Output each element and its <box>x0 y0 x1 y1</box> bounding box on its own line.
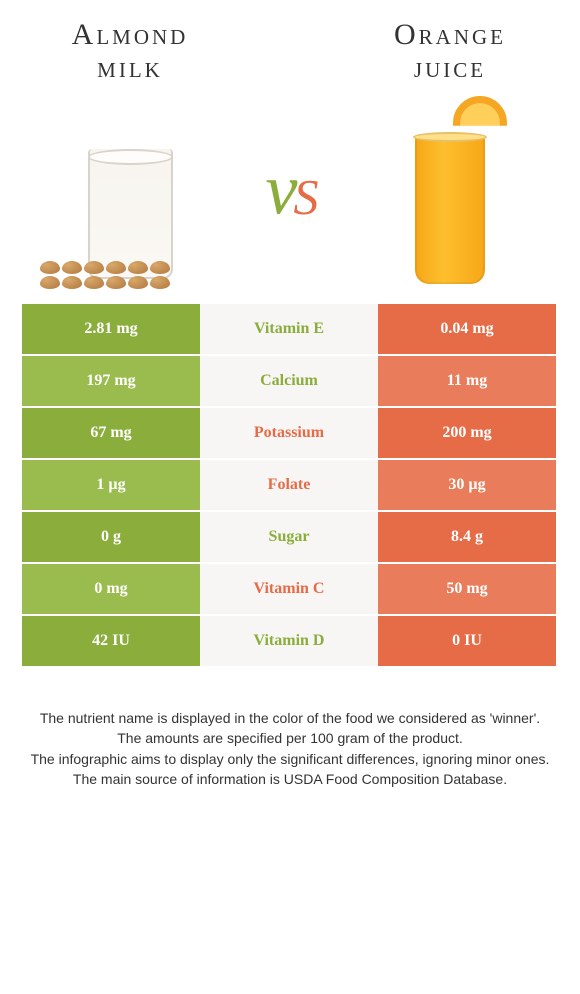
table-row: 2.81 mgVitamin E0.04 mg <box>22 304 558 356</box>
cell-left-value: 67 mg <box>22 408 200 458</box>
cell-right-value: 0.04 mg <box>378 304 556 354</box>
title-left-line1: Almond <box>72 18 189 51</box>
almond-milk-image <box>30 99 230 289</box>
cell-right-value: 11 mg <box>378 356 556 406</box>
almonds-icon <box>40 239 180 289</box>
title-right: Orange juice <box>350 18 550 84</box>
title-left: Almond milk <box>30 18 230 84</box>
cell-right-value: 8.4 g <box>378 512 556 562</box>
cell-right-value: 30 µg <box>378 460 556 510</box>
cell-left-value: 1 µg <box>22 460 200 510</box>
header: Almond milk Orange juice <box>0 0 580 84</box>
cell-nutrient-name: Vitamin C <box>200 564 378 614</box>
title-left-line2: milk <box>97 51 163 84</box>
vs-label: vs <box>266 148 315 231</box>
footer-line3: The infographic aims to display only the… <box>22 749 558 769</box>
images-row: vs <box>0 84 580 304</box>
comparison-table: 2.81 mgVitamin E0.04 mg197 mgCalcium11 m… <box>22 304 558 668</box>
orange-juice-image <box>350 99 550 289</box>
footer-line1: The nutrient name is displayed in the co… <box>22 708 558 728</box>
cell-nutrient-name: Calcium <box>200 356 378 406</box>
footer-notes: The nutrient name is displayed in the co… <box>22 708 558 789</box>
table-row: 67 mgPotassium200 mg <box>22 408 558 460</box>
title-right-line1: Orange <box>394 18 506 51</box>
cell-left-value: 0 g <box>22 512 200 562</box>
cell-nutrient-name: Sugar <box>200 512 378 562</box>
vs-s: s <box>293 149 314 229</box>
cell-nutrient-name: Potassium <box>200 408 378 458</box>
footer-line2: The amounts are specified per 100 gram o… <box>22 728 558 748</box>
table-row: 42 IUVitamin D0 IU <box>22 616 558 668</box>
cell-nutrient-name: Vitamin D <box>200 616 378 666</box>
cell-left-value: 2.81 mg <box>22 304 200 354</box>
cell-left-value: 197 mg <box>22 356 200 406</box>
footer-line4: The main source of information is USDA F… <box>22 769 558 789</box>
oj-glass-icon <box>415 114 485 284</box>
cell-right-value: 0 IU <box>378 616 556 666</box>
cell-right-value: 50 mg <box>378 564 556 614</box>
cell-left-value: 42 IU <box>22 616 200 666</box>
table-row: 1 µgFolate30 µg <box>22 460 558 512</box>
title-right-line2: juice <box>414 51 486 84</box>
cell-nutrient-name: Vitamin E <box>200 304 378 354</box>
cell-nutrient-name: Folate <box>200 460 378 510</box>
table-row: 0 mgVitamin C50 mg <box>22 564 558 616</box>
cell-right-value: 200 mg <box>378 408 556 458</box>
table-row: 0 gSugar8.4 g <box>22 512 558 564</box>
cell-left-value: 0 mg <box>22 564 200 614</box>
table-row: 197 mgCalcium11 mg <box>22 356 558 408</box>
vs-v: v <box>266 149 294 229</box>
